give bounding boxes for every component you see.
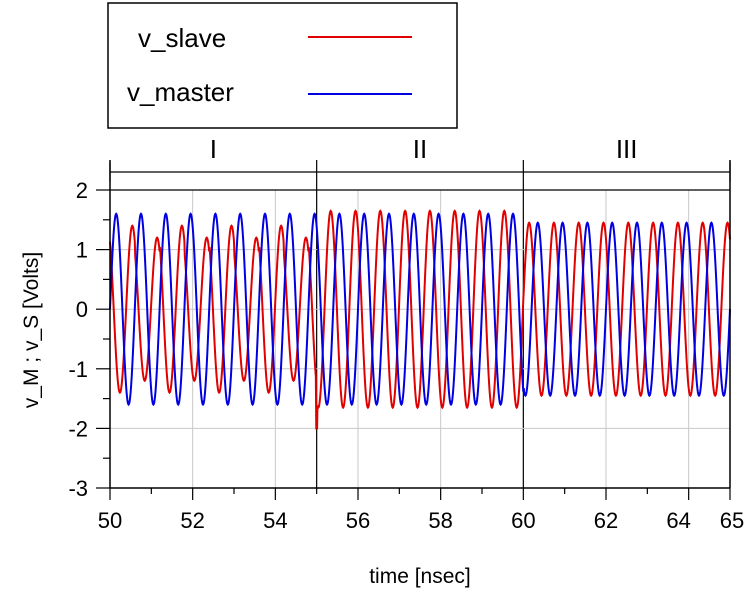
y-tick-label: -1 [68, 357, 88, 382]
x-tick-label: 62 [594, 508, 618, 533]
x-tick-label: 54 [263, 508, 287, 533]
series-line-v-slave [109, 209, 731, 430]
y-tick-labels: 2 1 0 -1 -2 -3 [68, 178, 88, 501]
region-label: II [413, 134, 427, 164]
x-tick-label: 65 [720, 508, 744, 533]
legend-box [107, 2, 458, 129]
x-tick-label: 52 [180, 508, 204, 533]
y-tick-label: 1 [76, 238, 88, 263]
legend-label-master: v_master [127, 77, 234, 107]
region-label: III [616, 134, 638, 164]
x-tick-label: 64 [666, 508, 690, 533]
y-tick-label: 2 [76, 178, 88, 203]
x-tick-label: 60 [511, 508, 535, 533]
series-group [109, 209, 731, 430]
x-tick-labels: 50 52 54 56 58 60 62 64 65 [98, 508, 744, 533]
y-axis-label: v_M ; v_S [Volts] [20, 252, 43, 408]
legend: v_slave v_master [107, 2, 458, 129]
region-bands: I II III [109, 134, 731, 488]
plot-frame [96, 160, 731, 500]
x-tick-label: 56 [346, 508, 370, 533]
x-tick-label: 58 [428, 508, 452, 533]
series-line-v-master [109, 212, 731, 407]
y-tick-label: -2 [68, 416, 88, 441]
legend-label-slave: v_slave [138, 23, 226, 53]
x-tick-label: 50 [98, 508, 122, 533]
y-tick-label: -3 [68, 476, 88, 501]
x-axis-label: time [nsec] [369, 565, 471, 588]
grid [110, 190, 730, 488]
region-label: I [210, 134, 217, 164]
y-tick-label: 0 [76, 297, 88, 322]
